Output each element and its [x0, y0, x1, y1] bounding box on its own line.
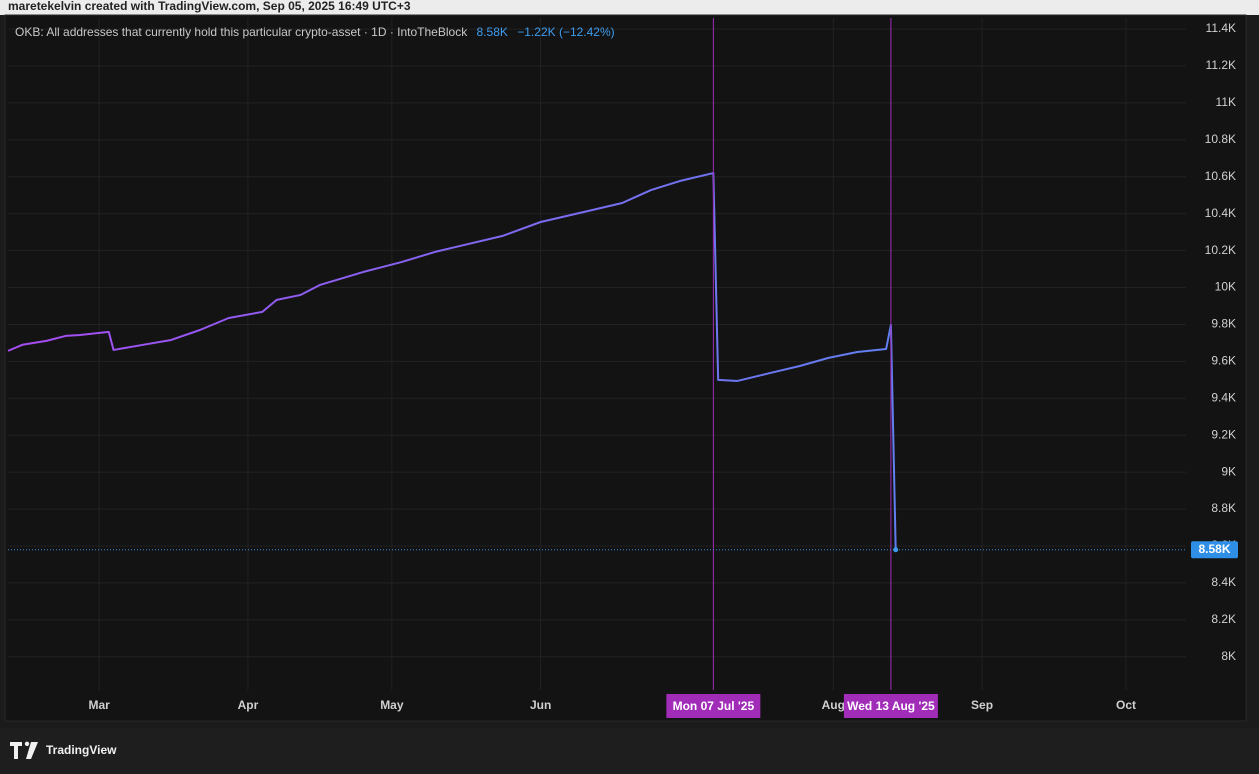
y-tick-label: 9.4K	[1211, 390, 1236, 404]
y-tick-label: 9.8K	[1211, 317, 1236, 331]
crosshair-label: Wed 13 Aug '25	[847, 699, 935, 713]
x-tick-label: Mar	[88, 698, 110, 712]
watermark: TradingView	[46, 743, 117, 757]
legend-header: OKB: All addresses that currently hold t…	[15, 25, 615, 39]
y-tick-label: 10.8K	[1205, 132, 1236, 146]
y-tick-label: 10.2K	[1205, 243, 1236, 257]
x-tick-label: Jun	[530, 698, 551, 712]
logo: TradingView	[10, 741, 117, 759]
y-tick-label: 10K	[1215, 280, 1236, 294]
logo-icon	[10, 741, 38, 759]
last-value-badge	[1191, 541, 1238, 559]
y-tick-label: 11.2K	[1206, 58, 1236, 72]
attribution: maretekelvin created with TradingView.co…	[8, 0, 411, 13]
y-tick-label: 11.4K	[1206, 21, 1236, 35]
footer	[0, 728, 1259, 774]
plot	[7, 18, 1186, 690]
series-name: OKB: All addresses that currently hold t…	[15, 25, 468, 39]
y-tick-label: 9K	[1221, 464, 1236, 478]
crosshair-label: Mon 07 Jul '25	[673, 699, 755, 713]
y-tick-label: 11K	[1216, 95, 1236, 109]
x-tick-label: May	[380, 698, 404, 712]
y-tick-label: 8.4K	[1211, 575, 1236, 589]
y-tick-label: 9.2K	[1211, 427, 1236, 441]
y-tick-label: 8.2K	[1211, 612, 1236, 626]
last-value-label: 8.58K	[1198, 542, 1230, 556]
top-bar	[0, 0, 1259, 15]
series-line	[7, 172, 897, 550]
y-tick-label: 10.4K	[1205, 206, 1236, 220]
crosshair-label-bg	[843, 694, 938, 718]
x-tick-label: Aug	[822, 698, 845, 712]
y-tick-label: 8K	[1221, 649, 1236, 663]
crosshair-label-bg	[666, 694, 761, 718]
grid	[8, 18, 1186, 690]
y-tick-label: 8.8K	[1211, 501, 1236, 515]
last-point	[893, 547, 899, 553]
change-text: −1.22K (−12.42%)	[517, 25, 614, 39]
last-value-text: 8.58K	[477, 25, 508, 39]
x-tick-label: Apr	[238, 698, 259, 712]
y-tick-label: 9.6K	[1211, 354, 1236, 368]
x-tick-label: Sep	[971, 698, 993, 712]
y-tick-label: 10.6K	[1205, 169, 1236, 183]
x-tick-label: Oct	[1116, 698, 1136, 712]
chart-panel	[4, 14, 1247, 722]
